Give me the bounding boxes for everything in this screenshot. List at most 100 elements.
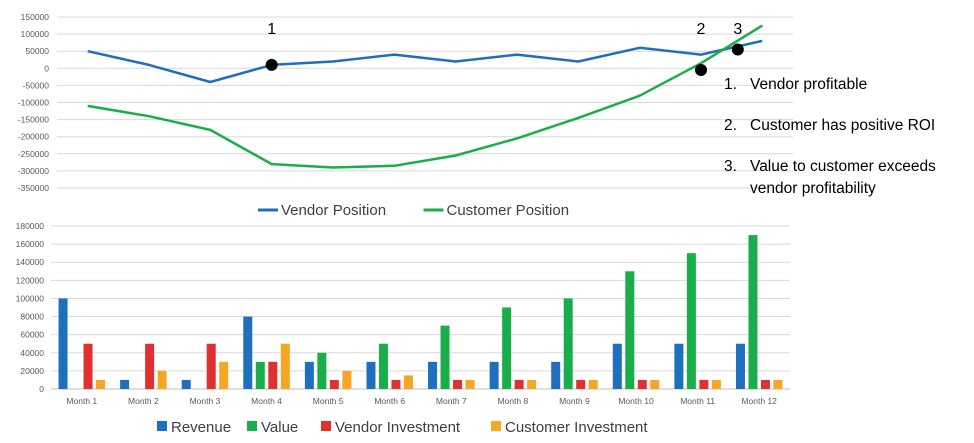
bar-revenue [489,361,499,389]
bar-revenue [304,361,314,389]
milestone-marker-label: 2 [697,21,706,38]
milestone-marker-label: 1 [267,21,276,38]
note-number: 3. [724,158,737,175]
bar-value [255,361,265,389]
bar-revenue [243,316,253,389]
note-text: Value to customer exceeds vendor profita… [750,158,936,197]
bar-value [317,352,327,389]
bar-value [748,235,758,389]
bar-x-tick-label: Month 6 [374,396,405,406]
bar-value [563,298,573,389]
bar-y-tick-label: 160000 [16,239,45,249]
legend-label: Value [261,419,298,436]
bar-value [686,253,696,389]
bar-revenue [612,343,622,389]
line-y-tick-label: -300000 [18,166,49,176]
bar-customer-investment [465,379,475,389]
bar-revenue [735,343,745,389]
bar-customer-investment [650,379,660,389]
legend-swatch [157,421,167,431]
milestone-marker [265,58,278,71]
bar-x-tick-label: Month 7 [436,396,467,406]
line-y-tick-label: 0 [44,63,49,73]
bar-x-tick-label: Month 12 [741,396,777,406]
bar-x-tick-label: Month 11 [680,396,715,406]
note-text: Vendor profitable [750,76,868,93]
bar-y-tick-label: 0 [39,384,44,394]
legend-swatch [491,421,501,431]
line-y-tick-label: -50000 [23,80,50,90]
bar-y-tick-label: 60000 [20,330,44,340]
line-y-tick-label: -150000 [18,115,49,125]
bar-vendor-investment [576,379,586,389]
bar-vendor-investment [329,379,339,389]
bar-x-tick-label: Month 9 [559,396,590,406]
bar-value [378,343,388,389]
bar-x-tick-label: Month 4 [251,396,282,406]
bar-vendor-investment [145,343,155,389]
legend-swatch [247,421,257,431]
note-item: 2. Customer has positive ROI [724,115,969,137]
legend-label: Revenue [171,419,231,436]
legend-label: Vendor Investment [335,419,461,436]
bar-x-tick-label: Month 2 [128,396,159,406]
bar-vendor-investment [453,379,463,389]
bar-customer-investment [96,379,106,389]
bar-x-tick-label: Month 1 [66,396,97,406]
bar-x-tick-label: Month 5 [313,396,344,406]
line-series-vendor-position [87,39,763,84]
bar-customer-investment [527,379,537,389]
bar-vendor-investment [514,379,524,389]
bar-vendor-investment [268,361,278,389]
bar-y-tick-label: 20000 [20,366,44,376]
bar-customer-investment [280,343,290,389]
bar-vendor-investment [206,343,216,389]
bar-value [625,271,635,389]
bar-revenue [181,379,191,389]
bar-x-tick-label: Month 8 [498,396,529,406]
bar-y-tick-label: 140000 [16,257,45,267]
bar-vendor-investment [760,379,770,389]
bar-revenue [58,298,68,389]
bar-customer-investment [342,370,352,389]
bar-customer-investment [403,375,413,389]
legend-swatch [321,421,331,431]
line-y-tick-label: 50000 [25,46,49,56]
bar-y-tick-label: 120000 [16,275,45,285]
bar-revenue [120,379,130,389]
bar-x-tick-label: Month 3 [190,396,221,406]
line-y-tick-label: -200000 [18,132,49,142]
bar-value [440,325,450,389]
line-y-tick-label: -350000 [18,183,49,193]
note-number: 2. [724,117,737,134]
legend-label: Vendor Position [281,202,386,219]
note-item: 1. Vendor profitable [724,74,969,96]
note-item: 3. Value to customer exceeds vendor prof… [724,156,969,200]
bar-customer-investment [711,379,721,389]
line-y-tick-label: -250000 [18,149,49,159]
note-text: Customer has positive ROI [750,117,936,134]
bar-revenue [674,343,684,389]
legend-label: Customer Investment [505,419,648,436]
milestone-marker [695,64,707,77]
bar-y-tick-label: 100000 [16,293,45,303]
bar-customer-investment [773,379,783,389]
annotation-notes: 1. Vendor profitable 2. Customer has pos… [724,74,969,219]
bar-revenue [366,361,376,389]
bar-vendor-investment [391,379,401,389]
bar-y-tick-label: 80000 [20,312,44,322]
line-y-tick-label: 150000 [21,12,50,22]
bar-revenue [551,361,561,389]
milestone-marker-label: 3 [733,21,742,38]
bar-customer-investment [157,370,167,389]
line-y-tick-label: -100000 [18,98,49,108]
note-number: 1. [724,76,737,93]
bar-customer-investment [219,361,229,389]
line-series-customer-position [87,24,763,169]
legend-label: Customer Position [447,202,570,219]
bar-vendor-investment [83,343,93,389]
bar-customer-investment [588,379,598,389]
bar-revenue [428,361,438,389]
bar-y-tick-label: 40000 [20,348,44,358]
